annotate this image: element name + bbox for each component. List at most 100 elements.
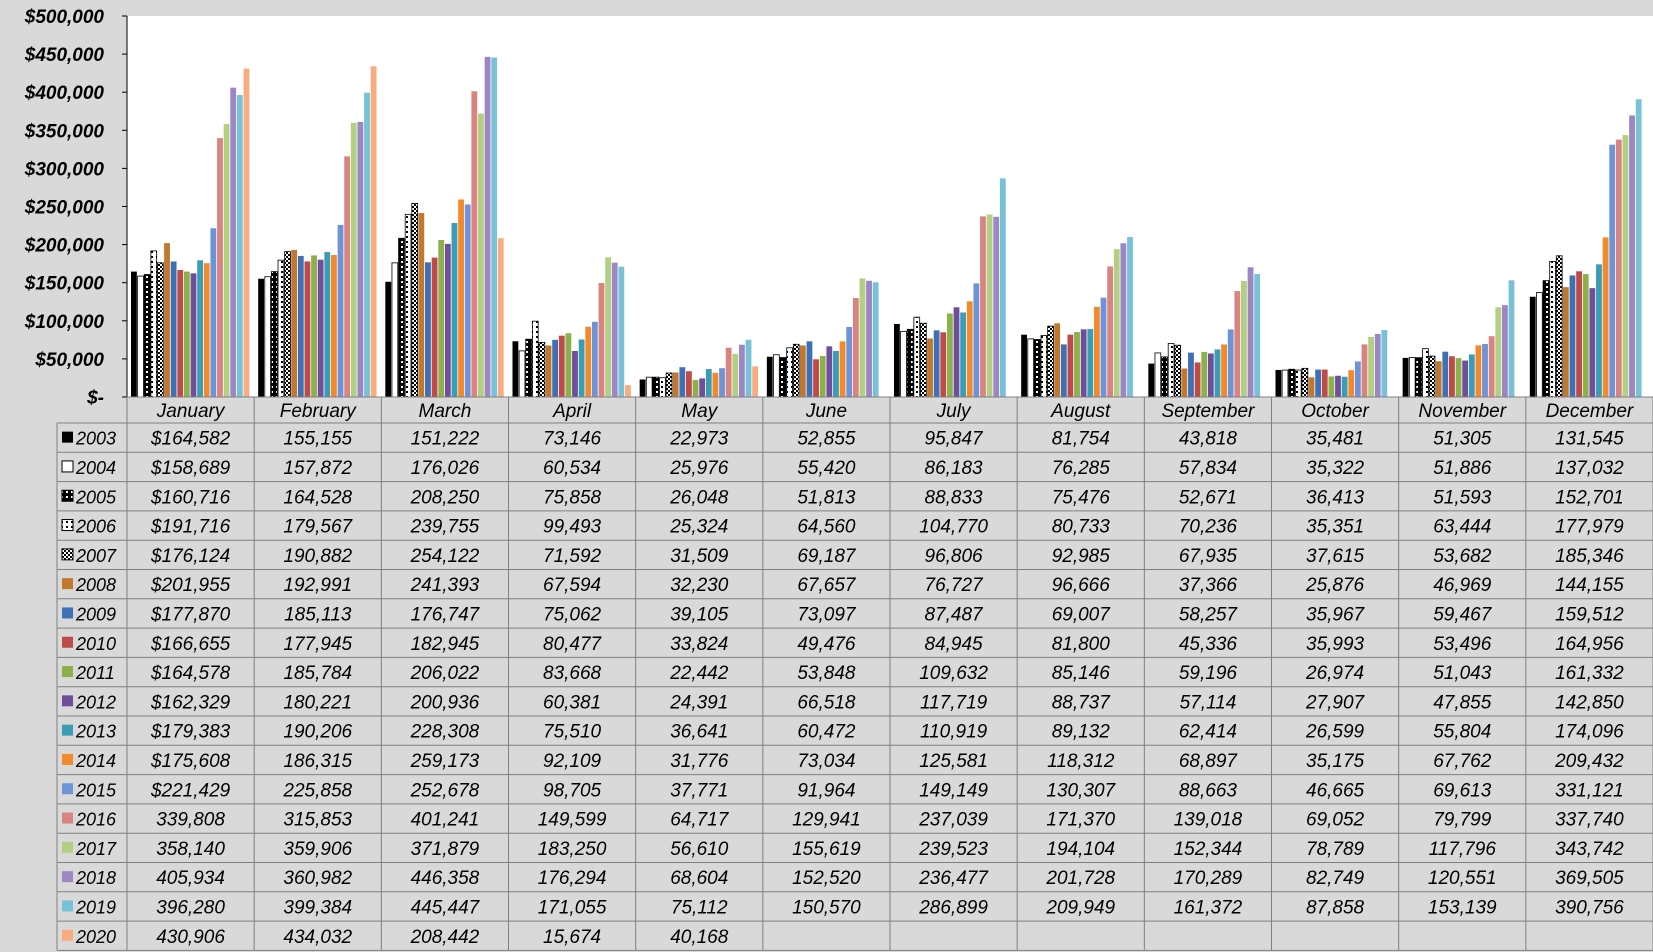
data-label: 254,122 (410, 546, 480, 567)
bar-2017-January (223, 124, 230, 397)
data-label: 369,505 (1555, 868, 1624, 889)
bar-2009-April (552, 339, 559, 397)
bar-2016-June (852, 297, 859, 397)
bar-2006-July (913, 316, 921, 398)
bar-2018-August (1120, 243, 1127, 397)
data-label: 239,755 (410, 517, 480, 538)
bar-2007-July (920, 322, 927, 398)
bar-2006-March (404, 213, 412, 398)
bar-2011-July (946, 313, 953, 397)
data-label: 68,897 (1179, 751, 1239, 772)
bar-2004-February (264, 276, 272, 398)
bar-2017-June (859, 278, 866, 397)
bar-2013-March (451, 223, 458, 397)
bar-2006-October (1294, 369, 1302, 398)
data-label: 129,941 (792, 810, 861, 831)
data-label: 83,668 (543, 663, 602, 684)
bar-2011-August (1074, 332, 1080, 397)
y-tick-label: $100,000 (24, 312, 105, 333)
bar-2013-November (1468, 354, 1475, 397)
bar-2009-May (679, 367, 686, 397)
bar-2019-July (999, 178, 1006, 397)
bar-2012-October (1335, 375, 1341, 397)
bar-2006-April (531, 320, 539, 398)
legend-swatch-2018 (62, 871, 73, 883)
bar-2006-September (1167, 343, 1175, 398)
data-label: 40,168 (670, 927, 729, 948)
data-label: 151,222 (411, 429, 480, 450)
bar-2015-March (464, 204, 471, 397)
data-label: $176,124 (150, 546, 230, 567)
y-tick-label: $250,000 (24, 198, 105, 219)
data-label: 88,663 (1179, 780, 1238, 801)
y-tick-label: $450,000 (24, 45, 105, 66)
data-label: 117,796 (1429, 839, 1497, 860)
data-label: 358,140 (156, 839, 225, 860)
data-label: 157,872 (283, 458, 352, 479)
data-label: 25,976 (669, 458, 729, 479)
bar-2005-January (143, 274, 151, 398)
bar-2014-January (203, 263, 210, 397)
bar-2012-June (826, 346, 833, 397)
legend-swatch-2004 (61, 460, 74, 473)
legend-swatch-2006 (61, 519, 74, 532)
bar-2009-June (806, 341, 813, 397)
bar-2009-November (1442, 351, 1449, 397)
data-label: 69,007 (1052, 604, 1112, 625)
bar-2005-August (1034, 339, 1041, 398)
bar-2017-May (732, 353, 739, 397)
bar-2010-August (1067, 334, 1074, 397)
data-label: 91,964 (797, 780, 855, 801)
bar-2004-September (1154, 352, 1162, 398)
bar-2016-August (1107, 266, 1114, 397)
bar-2014-April (585, 326, 592, 397)
data-label: 26,974 (1305, 663, 1364, 684)
data-label: 35,322 (1306, 458, 1365, 479)
y-tick-label: $200,000 (24, 236, 105, 257)
data-label: $177,870 (150, 604, 231, 625)
data-label: 76,727 (925, 575, 985, 596)
data-label: 64,560 (797, 517, 856, 538)
data-label: $191,716 (150, 517, 231, 538)
x-tick-label: October (1301, 401, 1369, 422)
data-label: 96,666 (1052, 575, 1111, 596)
bar-2013-January (197, 260, 204, 397)
bar-2014-November (1475, 345, 1482, 397)
legend-label-2006: 2006 (75, 517, 117, 537)
bar-2003-July (894, 323, 900, 397)
data-label: 396,280 (156, 897, 225, 918)
data-label: 371,879 (411, 839, 480, 860)
bar-2005-December (1542, 280, 1550, 398)
bar-2007-January (157, 262, 164, 398)
bar-2019-September (1254, 274, 1261, 397)
data-label: 27,907 (1305, 692, 1366, 713)
bar-2016-December (1615, 139, 1622, 397)
bar-2010-October (1321, 369, 1328, 397)
bar-2019-March (491, 57, 498, 397)
data-label: 152,344 (1174, 839, 1243, 860)
data-label: 206,022 (410, 663, 480, 684)
data-label: 405,934 (156, 868, 225, 889)
bar-2011-June (819, 355, 826, 397)
x-tick-label: August (1050, 401, 1111, 422)
data-label: 53,496 (1433, 634, 1492, 655)
data-label: 79,799 (1433, 810, 1492, 831)
bar-2019-February (364, 92, 370, 397)
data-label: 67,935 (1179, 546, 1238, 567)
legend-swatch-2013 (62, 724, 73, 736)
y-tick-label: $500,000 (24, 7, 105, 28)
data-label: 35,481 (1306, 429, 1364, 450)
data-label: 84,945 (925, 634, 984, 655)
bar-2003-April (512, 341, 519, 397)
bar-2009-August (1060, 344, 1067, 397)
legend-label-2005: 2005 (75, 487, 117, 507)
data-label: 109,632 (919, 663, 988, 684)
data-label: 236,477 (918, 868, 989, 889)
data-label: 446,358 (411, 868, 480, 889)
legend-label-2014: 2014 (75, 751, 116, 771)
bar-2017-March (478, 113, 484, 397)
data-label: 73,034 (797, 751, 855, 772)
data-label: 75,510 (543, 722, 602, 743)
bar-2012-September (1207, 353, 1214, 397)
data-label: 209,949 (1045, 897, 1115, 918)
